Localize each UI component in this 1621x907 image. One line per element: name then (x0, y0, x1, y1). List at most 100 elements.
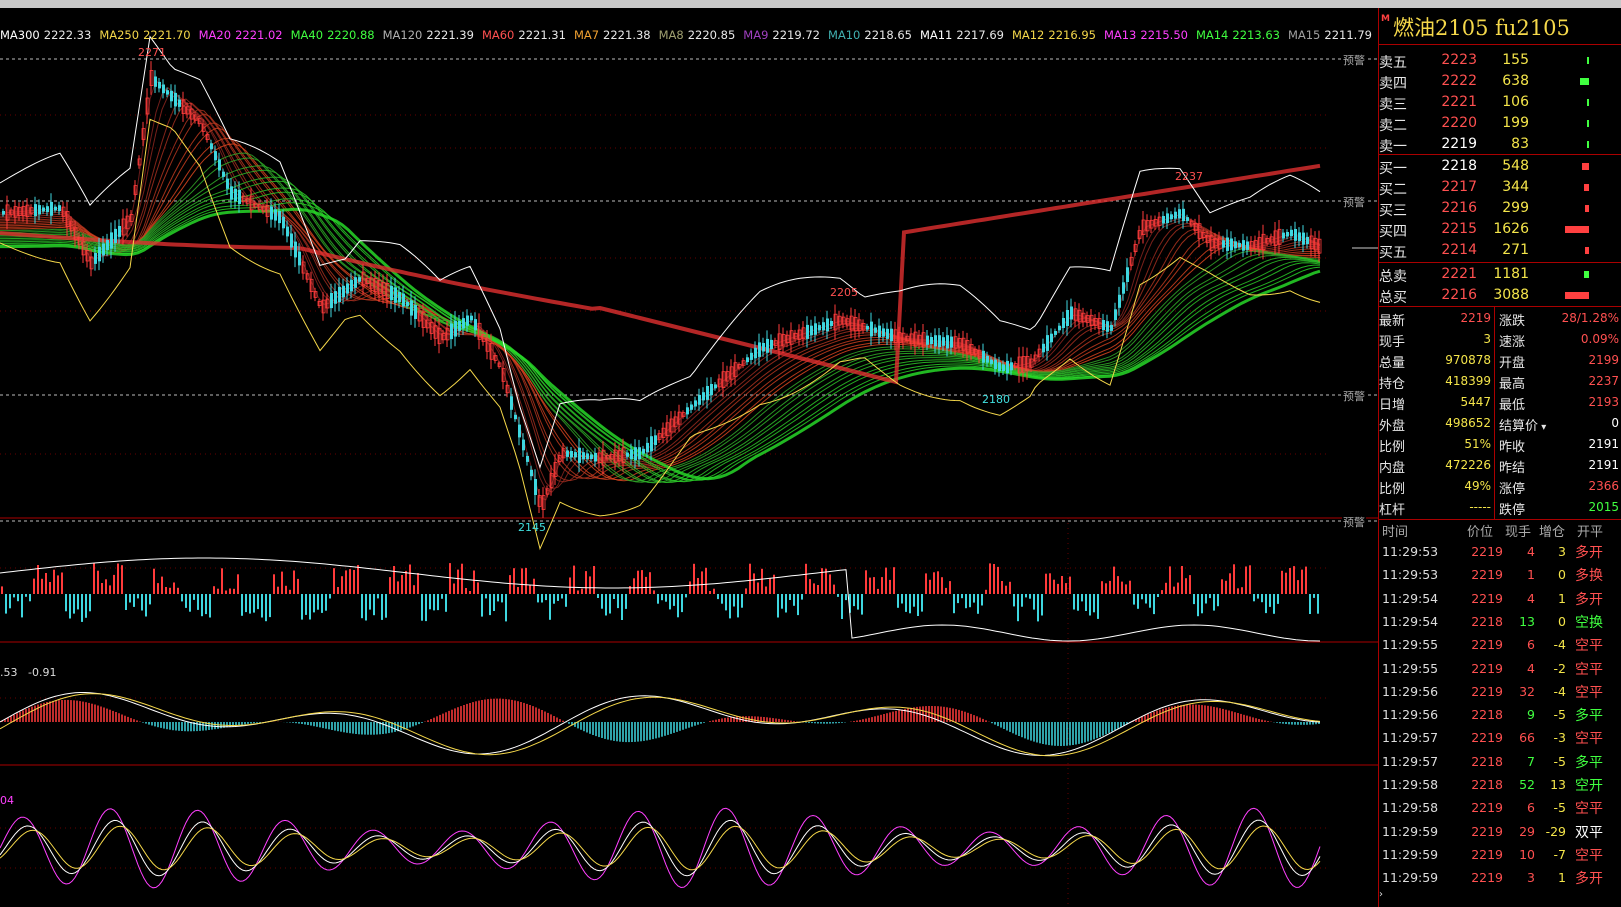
candle-body (729, 366, 734, 380)
trade-time: 11:29:58 (1382, 777, 1439, 792)
stat-value: 3 (1483, 332, 1491, 346)
candle-body (710, 384, 713, 396)
candle-body (665, 422, 670, 436)
trade-oi-change: 0 (1558, 567, 1566, 583)
trade-row[interactable]: 11:29:54 2219 4 1 多开 (1379, 587, 1621, 610)
candle-body (1246, 241, 1249, 250)
candle-body (346, 283, 349, 294)
ma-legend-value: 2221.38 (603, 28, 651, 42)
candle-body (781, 334, 786, 347)
candle-body (234, 188, 237, 202)
candle-body (785, 334, 790, 344)
trade-price: 2218 (1471, 707, 1503, 723)
chevron-down-icon[interactable]: ▾ (1538, 422, 1547, 433)
candle-body (245, 198, 250, 204)
trade-row[interactable]: 11:29:58 2218 52 13 空开 (1379, 773, 1621, 796)
candle-body (694, 400, 697, 407)
candle-body (1025, 355, 1030, 372)
trade-row[interactable]: 11:29:57 2219 66 -3 空平 (1379, 726, 1621, 749)
candle-body (1189, 220, 1194, 226)
ma-legend-item: MA60 (481, 28, 515, 42)
trade-time: 11:29:55 (1382, 660, 1439, 676)
candle-body (210, 143, 213, 150)
candle-body (1157, 216, 1162, 226)
chart-canvas[interactable] (0, 8, 1378, 907)
stat-value: ----- (1469, 500, 1491, 514)
candle-body (870, 321, 873, 337)
trade-price: 2218 (1471, 777, 1503, 792)
ma-ribbon-line (0, 102, 1321, 482)
trade-type: 空平 (1575, 847, 1603, 864)
trade-row[interactable]: 11:29:55 2219 6 -4 空平 (1379, 633, 1621, 656)
candle-body (534, 479, 537, 495)
ma-ribbon-line (0, 98, 1321, 483)
candle-body (226, 178, 229, 189)
trade-row[interactable]: 11:29:59 2219 10 -7 空平 (1379, 843, 1621, 866)
bid-level-label: 买二 (1379, 182, 1407, 198)
trade-row[interactable]: 11:29:53 2219 4 3 多开 (1379, 540, 1621, 563)
trade-row[interactable]: 11:29:58 2219 6 -5 空平 (1379, 796, 1621, 819)
candle-body (1050, 333, 1053, 343)
candle-body (166, 90, 169, 95)
total-level: 总买 2216 3088 (1379, 285, 1621, 306)
trade-row[interactable]: 11:29:56 2219 32 -4 空平 (1379, 680, 1621, 703)
trade-type: 空平 (1575, 661, 1603, 678)
candle-body (373, 278, 378, 292)
trades-header: 时间 价位 现手 增仓 开平 (1379, 518, 1621, 540)
candle-body (1226, 237, 1229, 251)
bid-level-bar (1585, 205, 1589, 212)
candle-body (909, 333, 914, 345)
bid-level-price: 2218 (1441, 158, 1477, 174)
candle-body (450, 323, 453, 340)
trade-volume: 32 (1519, 683, 1535, 699)
stat-value: 2219 (1460, 311, 1491, 325)
trade-row[interactable]: 11:29:54 2218 13 0 空换 (1379, 610, 1621, 633)
stat-label: 持仓 (1379, 377, 1406, 392)
candle-body (1118, 294, 1121, 308)
trade-row[interactable]: 11:29:53 2219 1 0 多换 (1379, 563, 1621, 586)
bid-level: 买一 2218 548 (1379, 156, 1621, 177)
contract-title-bar[interactable]: M 燃油2105 fu2105 (1379, 8, 1621, 45)
candle-body (1102, 320, 1105, 330)
candle-body (690, 404, 693, 410)
trade-row[interactable]: 11:29:59 2219 29 -29 双平 (1379, 820, 1621, 843)
kline-chart-area[interactable]: MA300 2222.33 MA250 2221.70 MA20 2221.02 MA40 2… (0, 8, 1378, 907)
candle-body (822, 322, 825, 331)
candle-body (197, 118, 202, 125)
trade-row[interactable]: 11:29:56 2218 9 -5 多平 (1379, 703, 1621, 726)
candle-body (425, 319, 430, 329)
candle-body (702, 392, 705, 401)
candle-body (1201, 231, 1206, 239)
ask-level-label: 卖四 (1379, 76, 1407, 92)
candle-body (406, 301, 409, 307)
trade-row[interactable]: 11:29:57 2218 7 -5 多平 (1379, 750, 1621, 773)
macd-line (0, 693, 1321, 757)
trade-time: 11:29:57 (1382, 730, 1439, 746)
stat-label: 外盘 (1379, 419, 1406, 434)
candle-body (1217, 237, 1222, 250)
trade-row[interactable]: 11:29:55 2219 4 -2 空平 (1379, 657, 1621, 680)
trade-type: 多平 (1575, 754, 1603, 771)
candle-body (1033, 354, 1038, 362)
orderbook-divider (1379, 262, 1621, 263)
trade-time: 11:29:59 (1382, 870, 1439, 886)
col-time: 时间 (1382, 525, 1409, 540)
candle-body (365, 277, 370, 285)
candle-body (969, 343, 974, 355)
bid-level: 买二 2217 344 (1379, 177, 1621, 198)
candle-body (878, 325, 881, 338)
candle-body (301, 261, 306, 274)
candle-body (1017, 356, 1022, 374)
candle-body (145, 97, 150, 115)
ma-legend-value: 2221.39 (426, 28, 474, 42)
bid-level-label: 买一 (1379, 161, 1407, 177)
trade-row[interactable]: 11:29:59 2219 3 1 多开 (1379, 866, 1621, 889)
stat-row: 内盘 472226 昨结 2191 (1379, 455, 1621, 476)
trade-oi-change: 1 (1558, 590, 1566, 606)
candle-body (837, 315, 842, 326)
candle-body (94, 253, 97, 264)
stat-value: 2199 (1588, 353, 1619, 367)
candle-body (617, 450, 622, 462)
kdj-line (0, 825, 1321, 871)
bollinger-lower (0, 118, 1321, 551)
